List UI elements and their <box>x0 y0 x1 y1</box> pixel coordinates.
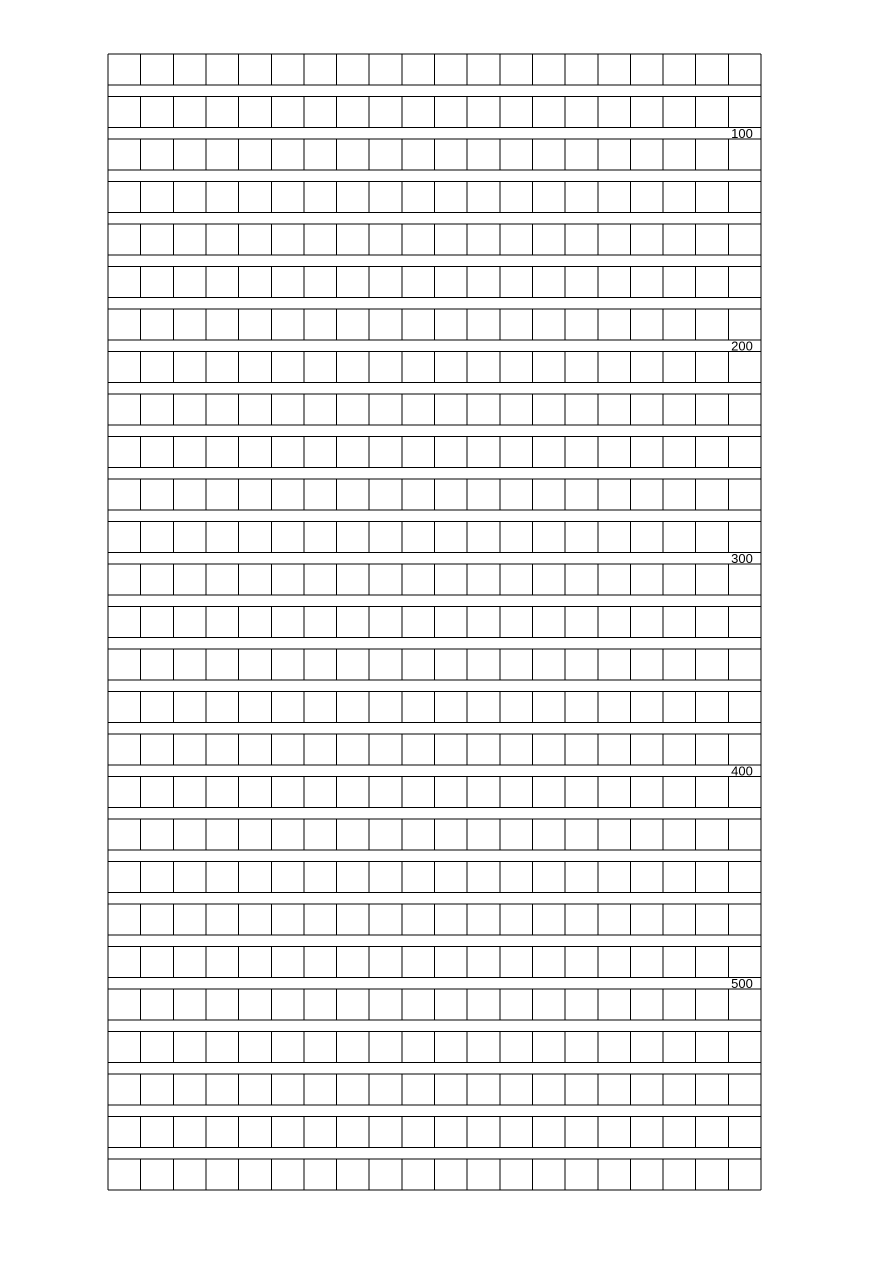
count-label: 300 <box>731 551 753 566</box>
count-label: 500 <box>731 976 753 991</box>
grid-svg: 100 200 300 400 500 <box>0 0 892 1262</box>
count-label: 200 <box>731 339 753 354</box>
count-label: 100 <box>731 126 753 141</box>
count-label: 400 <box>731 764 753 779</box>
manuscript-grid-page: 100 200 300 400 500 <box>0 0 892 1262</box>
